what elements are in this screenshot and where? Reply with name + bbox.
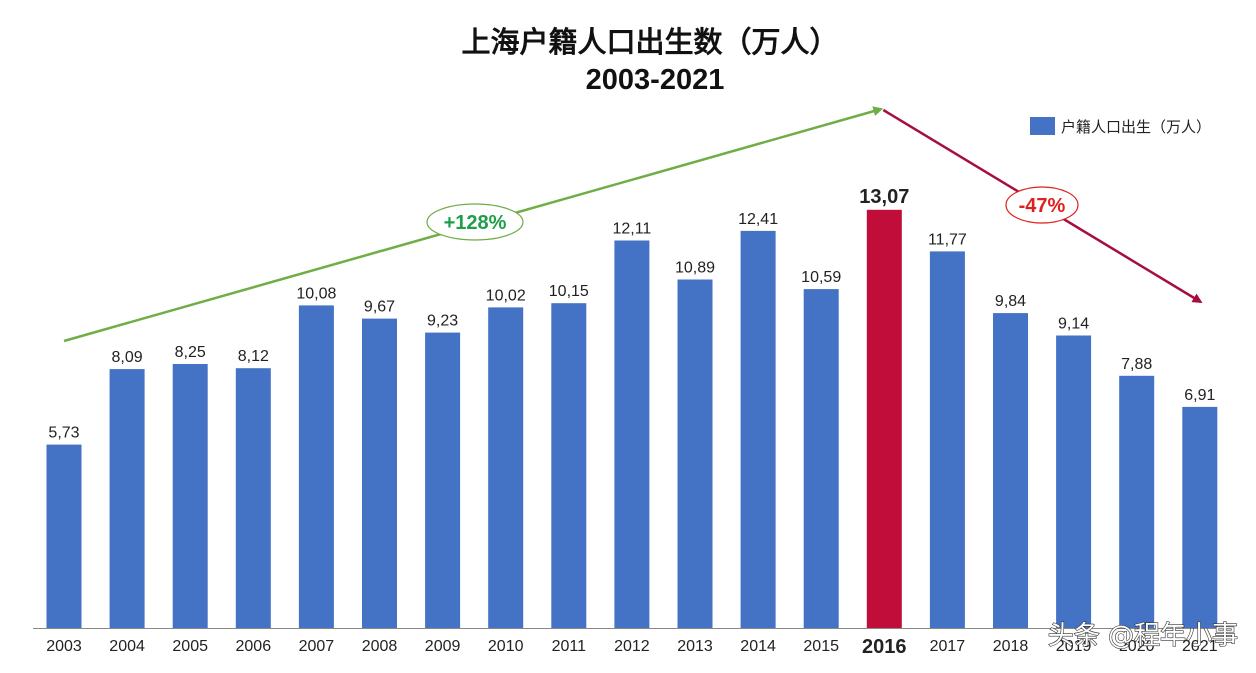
- bar-2004: [109, 369, 145, 628]
- watermark: 头条 @程年小事: [1048, 621, 1238, 651]
- x-tick-2014: 2014: [740, 638, 776, 655]
- legend-swatch: [1030, 117, 1055, 135]
- value-label-2009: 9,23: [427, 313, 458, 330]
- bar-2008: [362, 318, 397, 628]
- x-tick-2011: 2011: [552, 638, 587, 655]
- decline-label: -47%: [1019, 195, 1066, 217]
- value-label-2005: 8,25: [175, 344, 206, 361]
- chart-title: 上海户籍人口出生数（万人）: [461, 25, 838, 59]
- bar-2014: [740, 230, 776, 628]
- x-tick-2008: 2008: [362, 638, 398, 655]
- legend: 户籍人口出生（万人）: [1030, 117, 1211, 136]
- x-tick-2006: 2006: [236, 638, 272, 655]
- value-label-2011: 10,15: [549, 283, 589, 300]
- value-label-2015: 10,59: [801, 269, 841, 286]
- value-label-2021: 6,91: [1184, 387, 1215, 404]
- x-tick-2003: 2003: [46, 638, 82, 655]
- legend-label: 户籍人口出生（万人）: [1061, 118, 1211, 136]
- x-tick-2020: 2020: [1119, 638, 1155, 655]
- value-label-2020: 7,88: [1121, 356, 1152, 373]
- x-tick-2021: 2021: [1182, 638, 1218, 655]
- value-label-2013: 10,89: [675, 260, 715, 277]
- bar-2009: [425, 332, 461, 628]
- bar-2021: [1182, 406, 1218, 628]
- bar-2019: [1056, 335, 1092, 628]
- bar-2011: [551, 303, 587, 628]
- bar-2013: [677, 279, 713, 628]
- bar-2003: [46, 444, 82, 628]
- value-label-2007: 10,08: [296, 285, 336, 302]
- value-label-2003: 5,73: [48, 425, 79, 442]
- x-tick-2005: 2005: [172, 638, 208, 655]
- value-label-2012: 12,11: [612, 221, 651, 238]
- value-label-2010: 10,02: [486, 287, 526, 304]
- bar-2017: [929, 251, 965, 628]
- annotations-group: +128% -47%: [63, 106, 1203, 343]
- x-tick-2004: 2004: [109, 638, 145, 655]
- value-label-2017: 11,77: [928, 231, 967, 248]
- x-tick-2017: 2017: [930, 638, 966, 655]
- x-tick-2018: 2018: [993, 638, 1029, 655]
- chart-subtitle: 2003-2021: [586, 64, 725, 96]
- value-label-2014: 12,41: [738, 211, 778, 228]
- x-tick-2019: 2019: [1056, 638, 1092, 655]
- x-tick-2010: 2010: [488, 638, 524, 655]
- bar-2018: [993, 313, 1028, 628]
- value-labels-group: 5,73 8,09 8,25 8,12 10,08 9,67 9,23 10,02 10,15 1…: [48, 186, 1215, 442]
- value-label-2018: 9,84: [995, 293, 1026, 310]
- x-tick-2009: 2009: [425, 638, 461, 655]
- bar-2016: [866, 209, 902, 629]
- bar-2006: [235, 368, 271, 628]
- value-label-2006: 8,12: [238, 348, 269, 365]
- x-tick-2013: 2013: [677, 638, 713, 655]
- bars-group: [46, 209, 1218, 629]
- bar-2012: [614, 240, 650, 628]
- value-label-2008: 9,67: [364, 299, 395, 316]
- bar-2005: [172, 364, 208, 628]
- x-tick-2007: 2007: [299, 638, 335, 655]
- value-label-2004: 8,09: [112, 349, 143, 366]
- x-tick-2016: 2016: [862, 636, 907, 658]
- bar-2007: [298, 305, 334, 628]
- bar-2020: [1119, 375, 1155, 628]
- x-tick-2012: 2012: [614, 638, 650, 655]
- x-tick-2015: 2015: [803, 638, 839, 655]
- growth-label: +128%: [444, 212, 507, 234]
- bar-2015: [803, 289, 839, 628]
- decline-label-oval: [1005, 186, 1079, 224]
- x-tick-labels-group: 2003 2004 2005 2006 2007 2008 2009 2010 2011 2012…: [46, 636, 1217, 658]
- growth-label-oval: [426, 203, 524, 241]
- value-label-2016: 13,07: [859, 186, 909, 208]
- value-label-2019: 9,14: [1058, 316, 1089, 333]
- bar-2010: [488, 307, 524, 628]
